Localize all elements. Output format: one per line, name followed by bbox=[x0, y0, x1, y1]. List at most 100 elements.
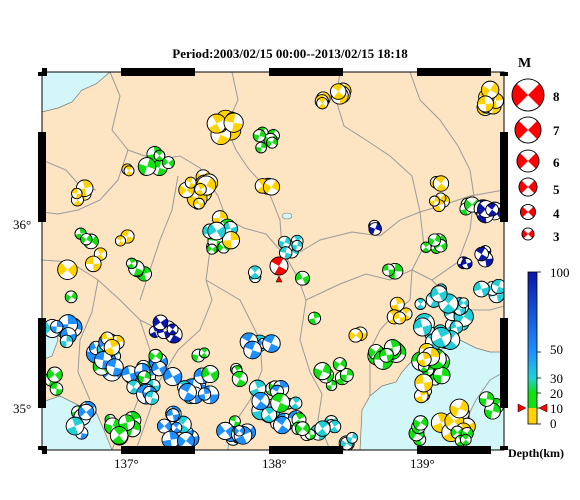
magnitude-legend-ball bbox=[520, 204, 536, 220]
focal-mechanism bbox=[313, 362, 332, 381]
focal-mechanism bbox=[461, 257, 473, 270]
lat-tick-35: 35° bbox=[13, 401, 32, 416]
focal-mechanism bbox=[413, 317, 432, 337]
lat-tick-36: 36° bbox=[13, 217, 32, 232]
focal-mechanism bbox=[151, 360, 167, 377]
focal-mechanism bbox=[459, 433, 472, 446]
focal-mechanism bbox=[50, 320, 64, 334]
focal-mechanism bbox=[166, 323, 179, 336]
depth-marker-left bbox=[517, 403, 527, 413]
focal-mechanism bbox=[332, 357, 347, 372]
map-title: Period:2003/02/15 00:00--2013/02/15 18:1… bbox=[172, 46, 408, 61]
focal-mechanism bbox=[316, 97, 329, 110]
depth-label-20: 20 bbox=[550, 386, 563, 401]
focal-mechanism bbox=[389, 296, 405, 312]
lake-suwa bbox=[281, 212, 293, 220]
focal-mechanism bbox=[485, 202, 499, 217]
depth-label-0: 0 bbox=[550, 416, 557, 431]
focal-mechanism bbox=[346, 432, 358, 444]
focal-mechanism bbox=[478, 391, 495, 407]
focal-mechanism bbox=[314, 420, 331, 437]
focal-mechanism bbox=[126, 257, 138, 269]
focal-mechanisms-layer bbox=[42, 80, 504, 450]
focal-mechanism bbox=[491, 278, 504, 295]
focal-mechanism bbox=[473, 280, 490, 298]
focal-mechanism bbox=[178, 383, 197, 402]
focal-mechanism bbox=[269, 256, 289, 276]
focal-mechanism bbox=[295, 270, 310, 286]
focal-mechanism bbox=[428, 195, 440, 207]
focal-mechanism bbox=[458, 297, 470, 309]
focal-mechanism bbox=[144, 390, 160, 405]
focal-mechanism bbox=[222, 231, 240, 250]
focal-mechanism bbox=[430, 327, 452, 348]
focal-mechanism bbox=[148, 348, 163, 364]
focal-mechanism bbox=[348, 328, 363, 343]
magnitude-legend-title: M bbox=[518, 56, 532, 71]
focal-mechanism bbox=[291, 240, 303, 252]
magnitude-label-5: 5 bbox=[553, 182, 560, 197]
focal-mechanism bbox=[339, 368, 354, 382]
depth-label-10: 10 bbox=[550, 401, 563, 416]
main-shock-marker bbox=[275, 275, 283, 283]
map-area bbox=[42, 72, 504, 450]
focal-mechanism bbox=[65, 416, 85, 436]
depth-unit-label: Depth(km) bbox=[508, 446, 564, 460]
focal-mechanism bbox=[382, 263, 395, 277]
focal-mechanism bbox=[120, 229, 135, 244]
focal-mechanism bbox=[307, 311, 321, 325]
focal-mechanism bbox=[266, 136, 278, 149]
depth-label-30: 30 bbox=[550, 371, 563, 386]
focal-mechanism bbox=[262, 334, 281, 353]
focal-mechanism bbox=[228, 415, 241, 428]
magnitude-label-3: 3 bbox=[553, 229, 560, 244]
focal-mechanism bbox=[438, 293, 459, 314]
focal-mechanism bbox=[59, 334, 74, 349]
focal-mechanism bbox=[484, 402, 501, 420]
focal-mechanism bbox=[156, 418, 172, 434]
focal-mechanism bbox=[103, 339, 121, 356]
focal-mechanism bbox=[197, 387, 212, 401]
lon-tick-138: 138° bbox=[262, 456, 287, 471]
magnitude-legend-ball bbox=[521, 227, 535, 241]
focal-mechanism bbox=[201, 365, 220, 384]
focal-mechanism bbox=[80, 233, 93, 246]
focal-mechanism bbox=[270, 392, 291, 413]
focal-mechanism bbox=[114, 235, 126, 247]
depth-marker-right bbox=[538, 403, 548, 413]
focal-mechanism bbox=[64, 290, 78, 304]
focal-mechanism bbox=[46, 366, 63, 383]
focal-mechanism bbox=[279, 246, 293, 260]
focal-mechanism bbox=[255, 141, 267, 154]
depth-scale-segment bbox=[528, 378, 537, 393]
focal-mechanism bbox=[477, 95, 494, 113]
focal-mechanism bbox=[206, 113, 227, 134]
focal-mechanism bbox=[207, 221, 226, 241]
magnitude-legend-ball bbox=[516, 149, 540, 173]
magnitude-label-6: 6 bbox=[553, 155, 560, 170]
focal-mechanism bbox=[295, 421, 310, 436]
japan-sea bbox=[42, 72, 111, 113]
focal-mechanism bbox=[262, 178, 281, 196]
focal-mechanism bbox=[206, 243, 218, 255]
lon-tick-139: 139° bbox=[410, 456, 435, 471]
focal-mechanism bbox=[166, 408, 180, 422]
focal-mechanism bbox=[49, 382, 64, 396]
focal-mechanism bbox=[123, 165, 135, 177]
map-frame-ticks bbox=[38, 68, 508, 454]
focal-mechanism bbox=[416, 351, 432, 367]
magnitude-legend-ball bbox=[514, 116, 542, 144]
magnitude-legend-ball bbox=[511, 78, 545, 112]
focal-mechanism bbox=[71, 187, 83, 200]
focal-mechanism bbox=[414, 373, 434, 393]
focal-mechanism bbox=[251, 392, 270, 411]
focal-mechanism bbox=[57, 259, 78, 280]
depth-scale-segment bbox=[528, 393, 537, 408]
focal-mechanism bbox=[432, 175, 450, 192]
focal-mechanism bbox=[433, 366, 451, 385]
depth-scale-segment bbox=[528, 272, 537, 352]
focal-mechanism bbox=[481, 80, 500, 100]
focal-mechanism bbox=[105, 358, 124, 377]
focal-mechanism bbox=[414, 298, 427, 310]
